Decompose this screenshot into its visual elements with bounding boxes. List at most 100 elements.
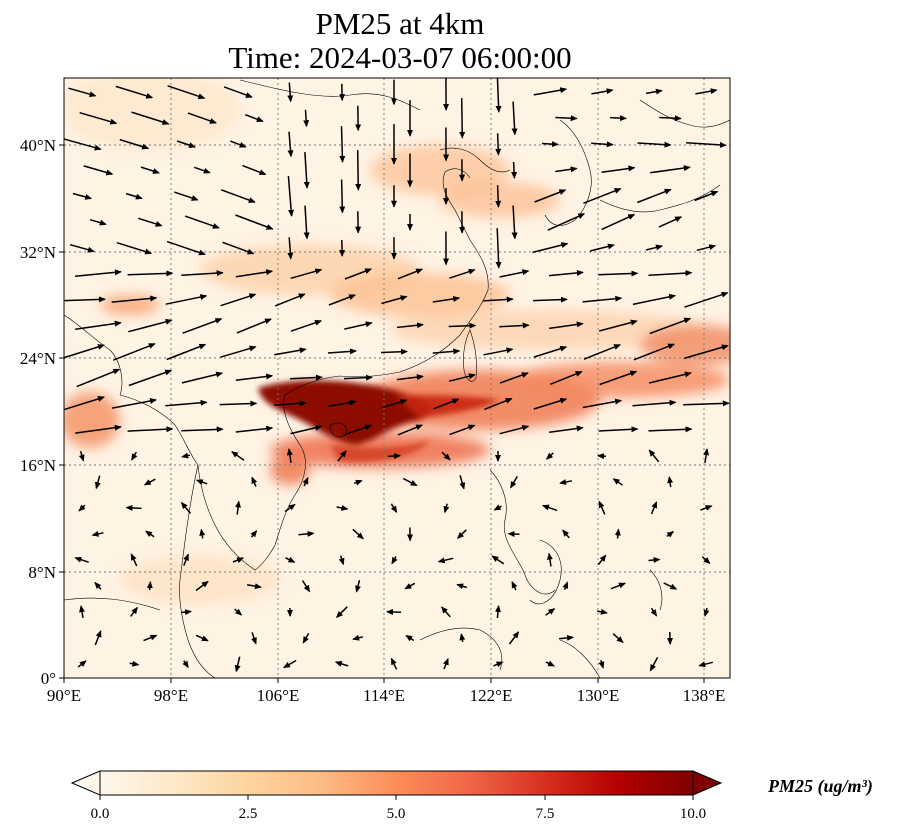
wind-arrow [645, 88, 663, 95]
wind-arrow [251, 476, 258, 487]
wind-arrow [285, 556, 296, 563]
wind-arrow [235, 500, 242, 515]
wind-arrow [64, 396, 105, 411]
wind-arrow [125, 504, 142, 511]
wind-arrow [146, 581, 153, 591]
wind-arrow [441, 451, 451, 461]
wind-arrow [130, 606, 138, 617]
wind-arrow [235, 373, 274, 381]
wind-arrow [650, 165, 691, 174]
wind-arrow [683, 400, 730, 407]
wind-arrow [250, 530, 258, 538]
wind-arrow [437, 557, 454, 564]
wind-arrow [301, 580, 311, 593]
wind-arrow [145, 530, 155, 538]
wind-arrow [598, 270, 639, 277]
wind-arrow [533, 296, 568, 303]
wind-arrow [235, 214, 274, 230]
wind-arrow [610, 582, 626, 590]
wind-arrow [75, 424, 122, 434]
wind-arrow [180, 501, 192, 514]
wind-arrow [432, 348, 461, 355]
wind-arrow [456, 529, 467, 539]
wind-arrow [230, 140, 247, 148]
wind-arrow [183, 553, 189, 566]
wind-arrow [495, 78, 502, 113]
wind-arrow [698, 661, 713, 668]
wind-arrow [390, 657, 398, 670]
wind-arrow [598, 426, 639, 433]
colorbar-tick-label: 5.0 [387, 806, 406, 822]
wind-arrow [78, 504, 86, 512]
wind-arrow [220, 293, 257, 307]
wind-arrow [298, 530, 315, 537]
wind-arrow [696, 244, 717, 252]
wind-arrow [343, 374, 373, 381]
wind-arrow [231, 451, 245, 461]
wind-arrow [94, 581, 102, 590]
wind-arrow [344, 424, 373, 436]
wind-arrow [128, 318, 173, 333]
wind-arrow [612, 478, 623, 486]
wind-arrow [283, 659, 297, 669]
colorbar: 0.0 2.5 5.0 7.5 10.0 PM25 (ug/m³) [70, 770, 873, 822]
wind-arrow [599, 370, 638, 386]
wind-arrow [694, 190, 719, 202]
wind-arrow [83, 165, 114, 176]
wind-arrow [686, 141, 727, 148]
wind-arrow [495, 228, 502, 269]
wind-arrow [352, 634, 364, 641]
wind-arrow [182, 660, 189, 669]
wind-arrow [79, 605, 85, 619]
colorbar-tick-label: 10.0 [680, 806, 706, 822]
wind-arrow [545, 660, 556, 667]
chart-title-line1: PM25 at 4km [315, 6, 485, 41]
wind-arrow [130, 553, 138, 567]
wind-arrow [459, 475, 466, 490]
wind-arrow [645, 244, 663, 251]
wind-arrow [533, 87, 568, 96]
wind-arrow [596, 608, 608, 615]
lon-tick-label: 98°E [154, 686, 188, 705]
wind-arrow [533, 345, 568, 358]
wind-arrow [549, 321, 584, 330]
wind-arrow [396, 322, 424, 329]
wind-arrow [94, 630, 102, 646]
lon-tick-label: 106°E [257, 686, 300, 705]
wind-arrow [303, 205, 310, 240]
wind-arrow [441, 606, 451, 618]
wind-arrow [129, 660, 140, 667]
wind-arrow [302, 476, 309, 487]
wind-arrow [547, 213, 586, 231]
wind-arrow [223, 86, 253, 98]
colorbar-extend-low [70, 770, 101, 796]
wind-arrow [633, 343, 676, 361]
wind-arrow [648, 557, 661, 564]
lat-tick-label: 16°N [20, 456, 56, 475]
wind-arrow [443, 503, 450, 514]
wind-arrow [328, 399, 357, 408]
wind-arrow [64, 344, 105, 359]
wind-arrow [397, 424, 424, 436]
wind-arrow [143, 478, 156, 486]
wind-arrow [131, 451, 138, 461]
wind-arrow [290, 319, 323, 332]
wind-arrow [511, 161, 518, 179]
colorbar-tick-label: 2.5 [239, 806, 258, 822]
wind-arrow [165, 294, 208, 305]
wind-arrow [391, 556, 398, 565]
wind-arrow [650, 607, 658, 617]
lat-tick-label: 32°N [20, 243, 56, 262]
wind-arrow [287, 237, 294, 260]
wind-arrow [69, 243, 95, 253]
wind-arrow [77, 660, 87, 668]
wind-arrow [390, 503, 398, 514]
wind-arrow [234, 656, 241, 673]
wind-arrow [397, 268, 424, 280]
wind-arrow [286, 448, 293, 464]
lon-tick-label: 138°E [683, 686, 726, 705]
map-frame [63, 77, 731, 679]
wind-arrow [274, 293, 306, 307]
wind-arrow [140, 166, 160, 174]
lat-tick-label: 0° [41, 669, 56, 688]
